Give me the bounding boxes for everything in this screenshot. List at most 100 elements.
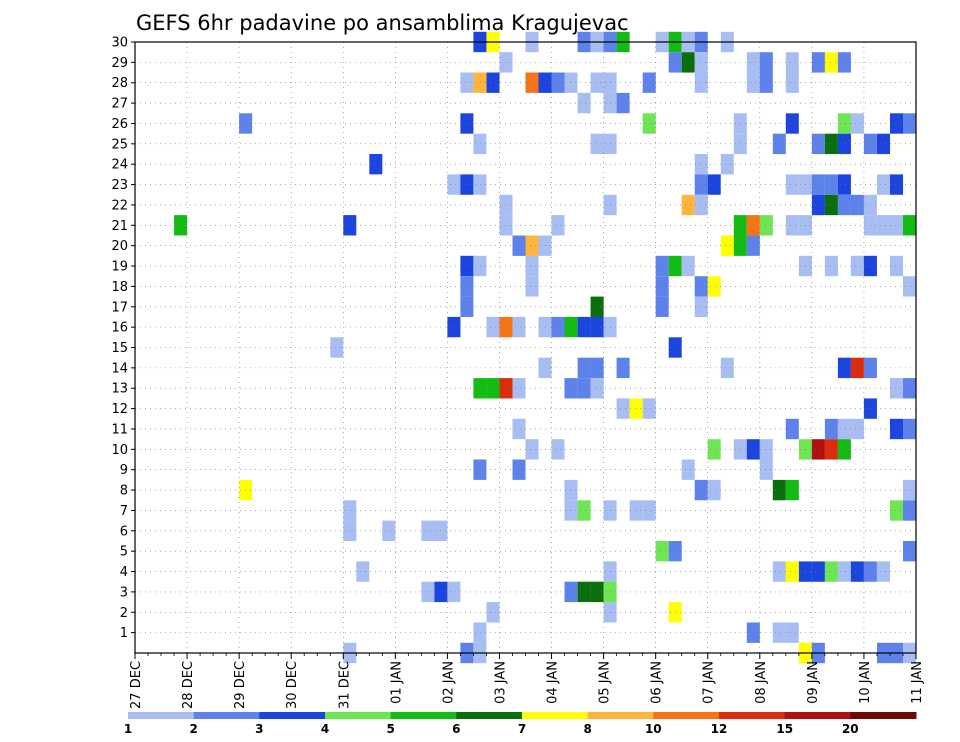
- heatmap-cell: [759, 52, 773, 73]
- heatmap-cell: [694, 72, 708, 93]
- heatmap-cell: [421, 581, 435, 603]
- heatmap-cell: [837, 133, 851, 155]
- y-tick-label: 18: [111, 280, 128, 295]
- heatmap-cell: [837, 418, 851, 440]
- heatmap-cell: [473, 133, 487, 155]
- heatmap-cell: [460, 72, 474, 93]
- heatmap-cell: [486, 316, 500, 338]
- x-tick-label: 11 JAN: [910, 661, 925, 704]
- heatmap-cell: [707, 174, 721, 195]
- heatmap-cell: [343, 500, 357, 521]
- heatmap-cells: [174, 31, 917, 664]
- heatmap-cell: [707, 479, 721, 501]
- heatmap-cell: [746, 215, 760, 236]
- heatmap-cell: [890, 378, 904, 399]
- heatmap-cell: [525, 276, 539, 297]
- y-tick-label: 24: [111, 158, 128, 173]
- y-tick-label: 2: [120, 606, 128, 621]
- heatmap-cell: [564, 500, 578, 521]
- heatmap-cell: [837, 357, 851, 379]
- heatmap-cell: [356, 561, 370, 582]
- heatmap-cell: [512, 378, 526, 399]
- heatmap-cell: [824, 561, 838, 582]
- heatmap-cell: [590, 72, 604, 93]
- heatmap-cell: [746, 439, 760, 460]
- heatmap-cell: [890, 500, 904, 521]
- heatmap-cell: [772, 133, 786, 155]
- heatmap-cell: [824, 439, 838, 460]
- heatmap-cell: [837, 174, 851, 195]
- y-tick-label: 9: [120, 463, 128, 478]
- y-tick-label: 27: [111, 97, 128, 112]
- heatmap-cell: [655, 541, 669, 562]
- legend-label: 6: [452, 722, 460, 736]
- heatmap-cell: [785, 113, 799, 134]
- heatmap-cell: [551, 439, 565, 460]
- heatmap-cell: [877, 215, 891, 236]
- y-tick-label: 21: [111, 219, 128, 234]
- heatmap-cell: [512, 235, 526, 256]
- heatmap-cell: [499, 316, 513, 338]
- heatmap-cell: [421, 520, 435, 541]
- y-axis: 1234567891011121314151617181920212223242…: [111, 36, 135, 641]
- heatmap-cell: [707, 276, 721, 297]
- heatmap-cell: [837, 439, 851, 460]
- heatmap-cell: [486, 378, 500, 399]
- x-tick-label: 28 DEC: [181, 661, 196, 709]
- legend-swatch: [653, 712, 720, 719]
- legend-label: 15: [776, 722, 793, 736]
- heatmap-cell: [772, 479, 786, 501]
- legend-swatch: [128, 712, 195, 719]
- heatmap-cell: [473, 459, 487, 480]
- heatmap-cell: [486, 602, 500, 623]
- heatmap-cell: [890, 418, 904, 440]
- heatmap-cell: [785, 215, 799, 236]
- y-tick-label: 20: [111, 239, 128, 254]
- legend-swatch: [259, 712, 326, 719]
- y-tick-label: 14: [111, 361, 128, 376]
- heatmap-cell: [824, 194, 838, 216]
- heatmap-cell: [590, 581, 604, 603]
- heatmap-cell: [850, 357, 864, 379]
- heatmap-cell: [460, 113, 474, 134]
- x-tick-label: 27 DEC: [129, 661, 144, 709]
- heatmap-cell: [525, 439, 539, 460]
- heatmap-cell: [590, 133, 604, 155]
- heatmap-cell: [850, 561, 864, 582]
- legend-label: 1: [124, 722, 132, 736]
- legend-swatch: [522, 712, 589, 719]
- heatmap-cell: [903, 378, 917, 399]
- heatmap-cell: [837, 52, 851, 73]
- heatmap-cell: [746, 52, 760, 73]
- heatmap-cell: [681, 255, 695, 277]
- legend-swatch: [456, 712, 523, 719]
- heatmap-cell: [824, 52, 838, 73]
- heatmap-cell: [512, 418, 526, 440]
- heatmap-cell: [824, 133, 838, 155]
- heatmap-cell: [824, 174, 838, 195]
- heatmap-cell: [746, 72, 760, 93]
- heatmap-cell: [577, 500, 591, 521]
- legend-swatch: [587, 712, 654, 719]
- heatmap-cell: [811, 174, 825, 195]
- heatmap-cell: [681, 194, 695, 216]
- heatmap-cell: [447, 174, 461, 195]
- y-tick-label: 8: [120, 484, 128, 499]
- heatmap-cell: [564, 316, 578, 338]
- heatmap-cell: [629, 398, 643, 419]
- heatmap-cell: [811, 561, 825, 582]
- heatmap-cell: [811, 52, 825, 73]
- heatmap-cell: [343, 520, 357, 541]
- heatmap-cell: [694, 154, 708, 175]
- y-tick-label: 28: [111, 76, 128, 91]
- y-tick-label: 4: [120, 565, 128, 580]
- x-tick-label: 03 JAN: [494, 661, 509, 704]
- y-tick-label: 15: [111, 341, 128, 356]
- legend-label: 8: [584, 722, 592, 736]
- heatmap-cell: [616, 398, 630, 419]
- heatmap-cell: [655, 296, 669, 317]
- heatmap-cell: [785, 479, 799, 501]
- legend-label: 3: [255, 722, 263, 736]
- heatmap-cell: [577, 378, 591, 399]
- y-tick-label: 19: [111, 260, 128, 275]
